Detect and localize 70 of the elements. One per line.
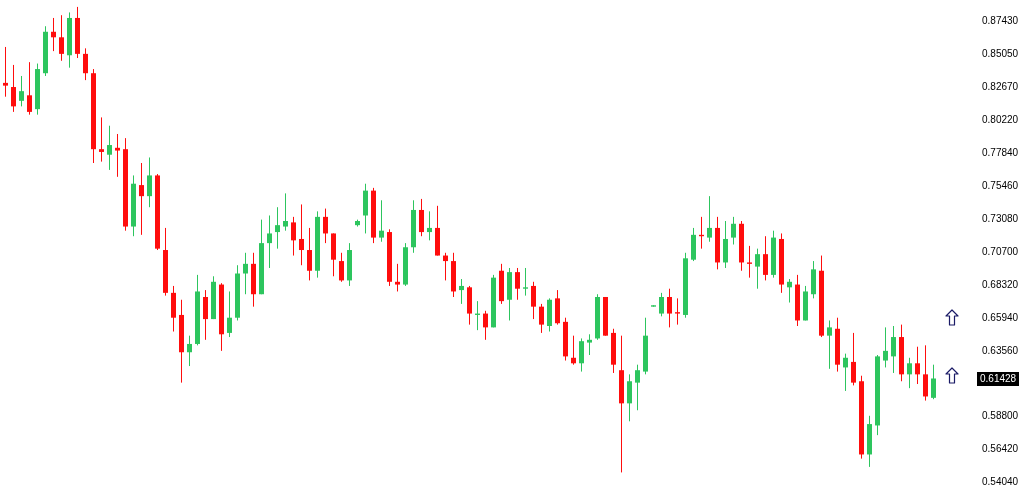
- candlestick: [707, 195, 712, 243]
- y-tick-label: 0.75460: [982, 180, 1019, 192]
- y-tick-label: 0.54040: [982, 476, 1019, 488]
- candlestick: [923, 344, 928, 402]
- candlestick: [11, 64, 16, 113]
- candlestick: [323, 208, 328, 244]
- candlestick: [539, 303, 544, 334]
- candlestick: [891, 325, 896, 374]
- candlestick: [83, 47, 88, 81]
- y-tick-label: 0.85050: [982, 47, 1019, 59]
- candlestick: [419, 198, 424, 237]
- candlestick: [267, 214, 272, 269]
- candlestick: [931, 364, 936, 400]
- candlestick: [339, 252, 344, 283]
- candlestick: [915, 346, 920, 385]
- candlestick: [755, 248, 760, 290]
- candlestick: [763, 235, 768, 281]
- candlestick: [427, 210, 432, 241]
- candlestick: [291, 216, 296, 257]
- candlestick: [115, 133, 120, 178]
- candlestick: [635, 364, 640, 411]
- candlestick: [99, 116, 104, 163]
- candlestick: [731, 216, 736, 245]
- candlestick: [243, 252, 248, 295]
- y-tick-label: 0.65940: [982, 311, 1019, 323]
- candlestick: [19, 75, 24, 107]
- candlestick: [459, 278, 464, 305]
- candlestick: [675, 297, 680, 326]
- candlestick: [107, 125, 112, 171]
- candlestick: [307, 227, 312, 281]
- candlestick: [851, 332, 856, 386]
- candlestick: [579, 337, 584, 373]
- candlestick: [203, 289, 208, 341]
- candlestick: [187, 335, 192, 367]
- candlestick: [883, 326, 888, 368]
- y-tick-label: 0.56420: [982, 443, 1019, 455]
- y-tick-label: 0.70700: [982, 245, 1019, 257]
- candlestick: [147, 156, 152, 208]
- y-tick-label: 0.77840: [982, 147, 1019, 159]
- candlestick: [827, 319, 832, 370]
- candlestick: [667, 288, 672, 328]
- y-tick-label: 0.82670: [982, 80, 1019, 92]
- candlestick: [27, 61, 32, 116]
- candlestick: [283, 192, 288, 232]
- candlestick: [523, 267, 528, 297]
- candlestick: [3, 46, 8, 98]
- y-tick-label: 0.68320: [982, 278, 1019, 290]
- candlestick: [531, 281, 536, 320]
- candlestick: [627, 373, 632, 422]
- candlestick: [723, 220, 728, 269]
- candlestick: [59, 14, 64, 62]
- candlestick: [139, 162, 144, 236]
- y-tick-label: 0.80220: [982, 114, 1019, 126]
- candlestick: [747, 245, 752, 279]
- y-tick-label: 0.73080: [982, 213, 1019, 225]
- text: 0.61428: [977, 372, 1020, 386]
- candlestick: [587, 333, 592, 356]
- y-tick-label: 0.63560: [982, 344, 1019, 356]
- candlestick: [843, 353, 848, 392]
- candlestick: [379, 199, 384, 243]
- y-tick-label: 0.87430: [982, 14, 1019, 26]
- candlestick: [483, 310, 488, 341]
- candlestick: [227, 290, 232, 338]
- candlestick: [395, 263, 400, 292]
- candlestick: [515, 267, 520, 301]
- candlestick: [299, 203, 304, 266]
- candlestick: [907, 357, 912, 389]
- candlestick: [659, 292, 664, 317]
- candlestick: [275, 206, 280, 250]
- y-tick-label: 0.58800: [982, 410, 1019, 422]
